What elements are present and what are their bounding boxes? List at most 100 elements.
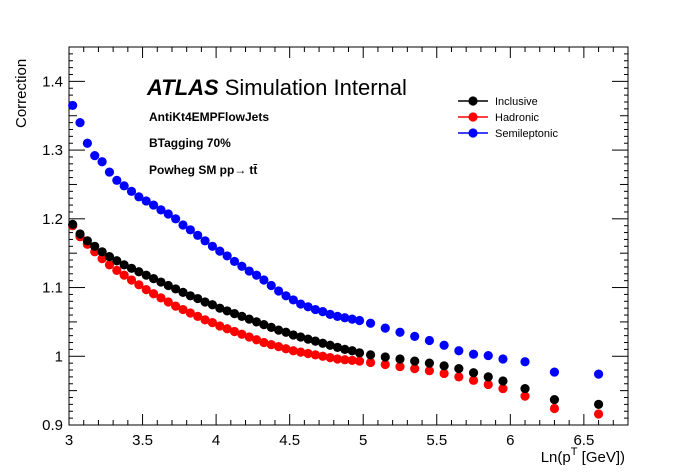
point-inclusive (163, 280, 173, 291)
atlas-label: ATLAS Simulation Internal (146, 75, 407, 100)
point-inclusive (251, 317, 262, 327)
point-inclusive (171, 284, 181, 294)
point-hadronic (354, 356, 365, 366)
point-semileptonic (354, 315, 365, 326)
legend-marker-hadronic (468, 112, 478, 122)
y-tick-label: 1.3 (42, 142, 63, 159)
point-semileptonic (215, 246, 225, 256)
point-hadronic (325, 353, 335, 363)
point-inclusive (468, 368, 479, 378)
point-semileptonic (310, 304, 321, 315)
point-semileptonic (468, 349, 479, 359)
point-hadronic (207, 317, 218, 328)
point-semileptonic (82, 138, 92, 148)
point-inclusive (454, 364, 464, 374)
point-inclusive (215, 303, 225, 313)
point-inclusive (104, 252, 115, 262)
point-hadronic (237, 329, 247, 339)
tagging-annotation: BTagging 70% (149, 136, 231, 150)
point-semileptonic (549, 367, 560, 377)
point-hadronic (141, 285, 151, 295)
point-inclusive (244, 314, 254, 324)
point-hadronic (259, 337, 269, 348)
point-semileptonic (424, 335, 435, 346)
point-semileptonic (134, 192, 144, 202)
point-hadronic (520, 391, 530, 401)
point-hadronic (185, 308, 195, 318)
point-semileptonic (498, 354, 508, 364)
point-hadronic (266, 339, 276, 350)
point-semileptonic (410, 331, 420, 341)
point-inclusive (303, 334, 313, 344)
point-hadronic (200, 315, 210, 325)
point-inclusive (593, 399, 604, 409)
point-hadronic (163, 297, 173, 307)
point-semileptonic (303, 302, 313, 312)
point-inclusive (318, 338, 328, 348)
point-semileptonic (347, 314, 357, 324)
point-semileptonic (200, 236, 210, 246)
point-inclusive (380, 352, 390, 362)
point-inclusive (200, 297, 210, 307)
point-semileptonic (318, 307, 328, 317)
point-inclusive (207, 300, 218, 310)
point-semileptonic (251, 270, 262, 280)
point-hadronic (318, 351, 328, 361)
point-hadronic (222, 324, 232, 334)
point-semileptonic (90, 150, 100, 161)
point-semileptonic (288, 295, 298, 305)
point-semileptonic (148, 200, 159, 210)
point-hadronic (178, 304, 188, 315)
point-inclusive (410, 356, 420, 366)
point-inclusive (148, 274, 159, 284)
point-hadronic (193, 311, 203, 322)
point-semileptonic (171, 214, 181, 224)
point-hadronic (229, 326, 240, 337)
point-semileptonic (296, 299, 306, 309)
point-hadronic (288, 346, 298, 356)
x-tick-label: 4 (212, 432, 220, 449)
point-hadronic (483, 379, 493, 390)
point-hadronic (310, 350, 321, 360)
point-inclusive (75, 229, 85, 239)
legend-label-semileptonic: Semileptonic (495, 128, 558, 140)
point-inclusive (134, 267, 144, 277)
point-inclusive (259, 320, 269, 330)
point-inclusive (549, 394, 560, 405)
point-semileptonic (112, 175, 122, 185)
point-semileptonic (156, 205, 166, 215)
point-hadronic (395, 361, 405, 372)
point-hadronic (424, 366, 435, 376)
point-inclusive (119, 260, 129, 270)
point-semileptonic (520, 357, 530, 367)
point-semileptonic (104, 167, 115, 177)
axis-tick-labels: 3 3.5 4 4.5 5 5.5 6 6.5 0.9 1 1.1 1.2 1.3 1.4 (42, 73, 594, 449)
point-hadronic (296, 347, 306, 357)
point-hadronic (274, 342, 284, 352)
point-inclusive (237, 311, 247, 322)
point-inclusive (193, 293, 203, 304)
point-hadronic (251, 335, 262, 345)
point-inclusive (97, 247, 107, 257)
point-hadronic (468, 375, 479, 385)
x-axis-title: Ln(pT [GeV]) (541, 446, 625, 466)
legend-label-hadronic: Hadronic (495, 112, 540, 124)
point-inclusive (520, 383, 530, 394)
point-semileptonic (454, 346, 464, 356)
point-inclusive (340, 344, 350, 354)
point-inclusive (483, 372, 493, 382)
point-semileptonic (207, 241, 218, 251)
x-tick-label: 3 (65, 432, 73, 449)
point-semileptonic (97, 157, 107, 167)
point-inclusive (266, 322, 276, 333)
point-inclusive (222, 306, 232, 316)
point-semileptonic (332, 311, 343, 322)
point-hadronic (549, 403, 560, 414)
point-inclusive (281, 327, 291, 337)
point-semileptonic (185, 225, 195, 235)
data-markers (68, 100, 604, 419)
point-semileptonic (325, 309, 335, 319)
point-semileptonic (395, 327, 405, 337)
point-hadronic (126, 275, 137, 285)
